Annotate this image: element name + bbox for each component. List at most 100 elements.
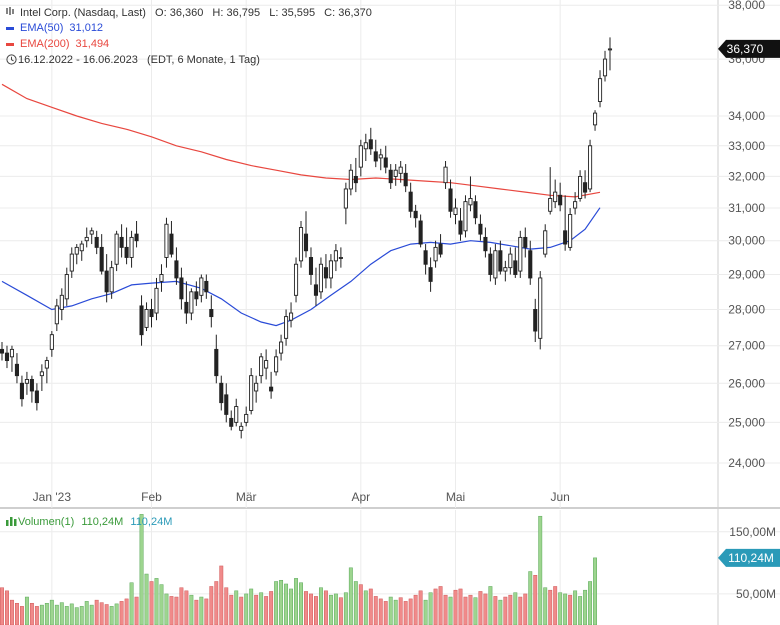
candle-body [239,425,244,431]
candle-body [114,233,119,265]
candle-body [14,363,20,377]
y-tick-label: 34,000 [728,109,765,123]
volume-bar [319,587,323,625]
volume-bar [104,604,109,625]
volume-bar [299,582,303,625]
volume-bar [84,601,89,625]
volume-bar [264,596,269,625]
candle-body [528,250,533,279]
price-axis: 24,000 25,000 26,000 27,000 28,000 29,000 30,0… [728,0,765,470]
volume-bar [503,596,508,625]
candle-body [353,175,358,184]
y-tick-label: 32,000 [728,169,765,183]
legend-range: 16.12.2022 - 16.06.2023 (EDT, 6 Monate, … [6,54,260,68]
candle-body [89,230,94,235]
y-tick-label: 28,000 [728,302,765,316]
last-price-label: 36,370 [727,42,764,56]
open-value: 36,360 [169,7,204,19]
volume-bar [199,596,204,625]
volume-bar [338,597,343,625]
volume-bar [563,593,568,625]
volume-bar [408,598,413,625]
candle-body [393,169,398,177]
y-tick-label: 30,000 [728,234,765,248]
candle-body [234,406,239,423]
candle-body [119,236,124,248]
candle-body [358,145,363,168]
candle-body [523,236,528,248]
volume-bar [109,606,114,625]
candle-body [134,233,139,242]
volume-bar [15,602,19,625]
volume-bar [448,596,453,625]
volume-bar [219,565,224,625]
volume-bar [149,581,154,625]
ema50-swatch [6,26,14,30]
candle-body [44,360,49,369]
volume-bar [418,590,423,625]
ema200-path [1,83,601,198]
volume-bar [558,592,563,625]
volume-bar [249,588,254,625]
volume-bar [383,601,388,625]
volume-bar [453,589,458,625]
volume-bar [428,592,433,625]
volume-bar [179,587,184,625]
volume-bar [314,596,318,625]
volume-bar [423,599,428,625]
candle-body [249,375,254,411]
candle-body [59,294,64,310]
volume-bar [244,593,249,625]
candle-body [264,360,269,369]
volume-bar [239,596,244,625]
candle-body [149,309,154,318]
volume-bar [254,594,259,625]
candle-body [408,191,413,212]
x-tick-label: Apr [351,490,370,504]
candle-body [224,394,229,415]
volume-bar [134,596,139,625]
candle-body [563,230,568,245]
volume-bar [518,596,523,625]
candle-body [483,236,488,252]
legend-ema200[interactable]: EMA(200) 31,494 [6,38,109,50]
candle-body [458,220,463,235]
volume-legend: Volumen(1) 110,24M 110,24M [6,516,172,529]
candle-body [607,48,613,51]
volume-bar [29,602,34,625]
candle-body [403,172,408,187]
candle-body [79,243,84,252]
volume-bar [89,604,94,625]
candle-body [94,236,99,248]
volume-bar [294,578,298,625]
x-tick-label: Feb [141,490,162,504]
candle-body [423,250,428,265]
candle-body [199,277,204,296]
time-axis: Jan '23 Feb Mär Apr Mai Jun [33,490,570,504]
last-price-badge [718,39,780,58]
volume-bar [59,602,64,625]
candle-body [398,166,403,174]
candle-body [124,246,129,258]
legend-ema50[interactable]: EMA(50) 31,012 [6,22,103,34]
candle-body [478,223,483,235]
y-tick-label: 24,000 [728,456,765,470]
y-tick-label: 31,000 [728,201,765,215]
volume-bar [54,604,59,625]
candle-body [4,352,10,362]
date-range: 16.12.2022 - 16.06.2023 [18,54,138,66]
candle-body [39,371,44,377]
ema50-value: 31,012 [69,22,104,34]
candle-body [493,250,498,279]
candle-body [573,201,578,209]
volume-bar [0,587,4,625]
volume-axis: 50,00M 150,00M [729,525,776,601]
candle-body [343,188,348,209]
volume-bar [279,579,284,625]
candle-body [363,142,368,150]
volume-bar [568,594,573,625]
candle-body [498,250,503,272]
volume-bar [49,599,54,625]
volume-bar [583,589,588,625]
ema200-line [1,83,601,198]
